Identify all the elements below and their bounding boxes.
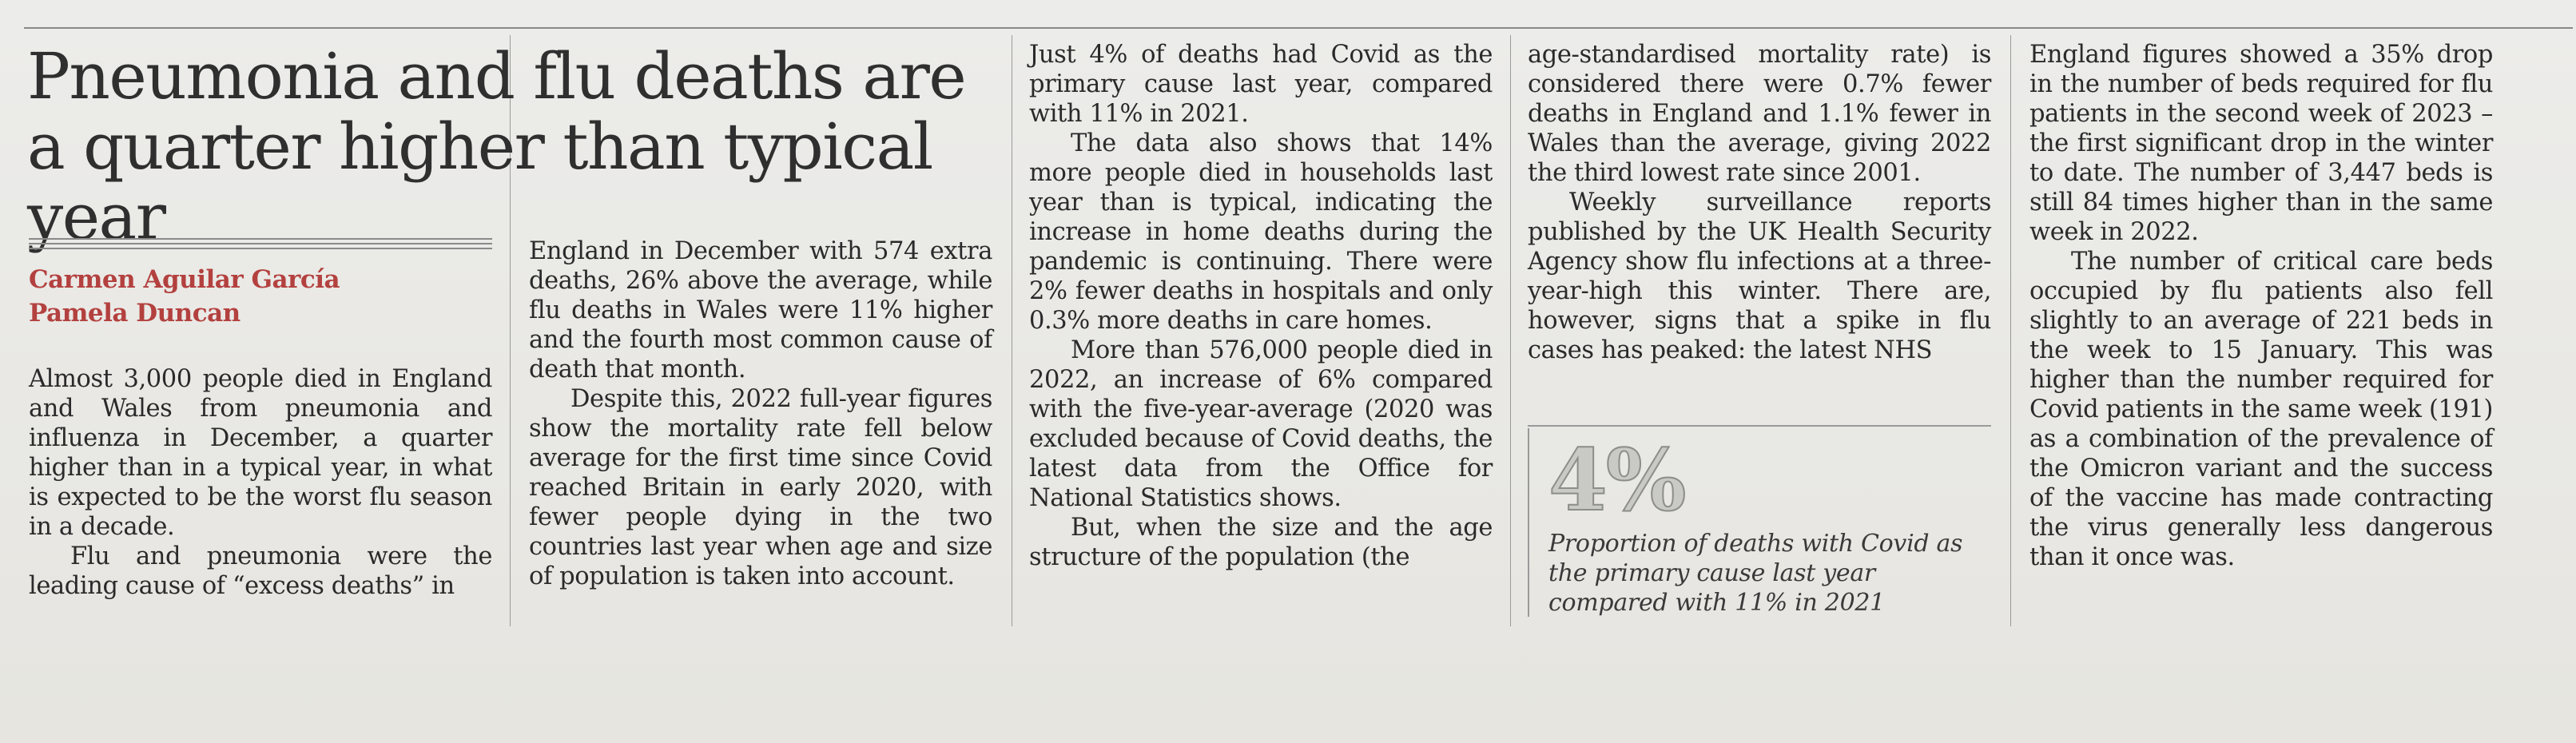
paragraph: Just 4% of deaths had Covid as the prima… (1029, 41, 1493, 128)
body-column-2: England in December with 574 extra death… (529, 236, 992, 591)
paragraph: The number of critical care beds occupie… (2029, 248, 2493, 571)
pull-quote-caption: Proportion of deaths with Covid as the p… (1548, 530, 1963, 617)
column-divider (2010, 35, 2011, 626)
paragraph: England figures showed a 35% drop in the… (2029, 41, 2493, 246)
top-rule (24, 27, 2573, 29)
paragraph: Despite this, 2022 full-year figures sho… (529, 385, 992, 590)
headline: Pneumonia and flu deaths are a quarter h… (27, 39, 967, 254)
body-column-3: Just 4% of deaths had Covid as the prima… (1029, 40, 1493, 572)
pull-quote-bar (1528, 428, 1529, 617)
paragraph: England in December with 574 extra death… (529, 237, 992, 383)
body-column-5: England figures showed a 35% drop in the… (2029, 40, 2493, 572)
paragraph: age-standardised mortality rate) is cons… (1528, 41, 1991, 187)
paragraph: But, when the size and the age structure… (1029, 514, 1493, 571)
body-column-1: Almost 3,000 people died in England and … (29, 364, 492, 601)
paragraph: The data also shows that 14% more people… (1029, 129, 1493, 335)
paragraph: Flu and pneumonia were the leading cause… (29, 542, 492, 600)
pull-quote: 4% Proportion of deaths with Covid as th… (1528, 425, 1991, 618)
paragraph: Almost 3,000 people died in England and … (29, 365, 492, 541)
byline-rules (29, 238, 492, 254)
column-divider (1510, 35, 1511, 626)
body-column-4: age-standardised mortality rate) is cons… (1528, 40, 1991, 365)
author-name: Carmen Aguilar García (29, 265, 340, 294)
pull-quote-figure: 4% (1548, 430, 1687, 530)
author-name: Pamela Duncan (29, 299, 241, 328)
paragraph: More than 576,000 people died in 2022, a… (1029, 336, 1493, 512)
paragraph: Weekly surveillance reports published by… (1528, 189, 1991, 364)
column-divider (510, 35, 511, 626)
